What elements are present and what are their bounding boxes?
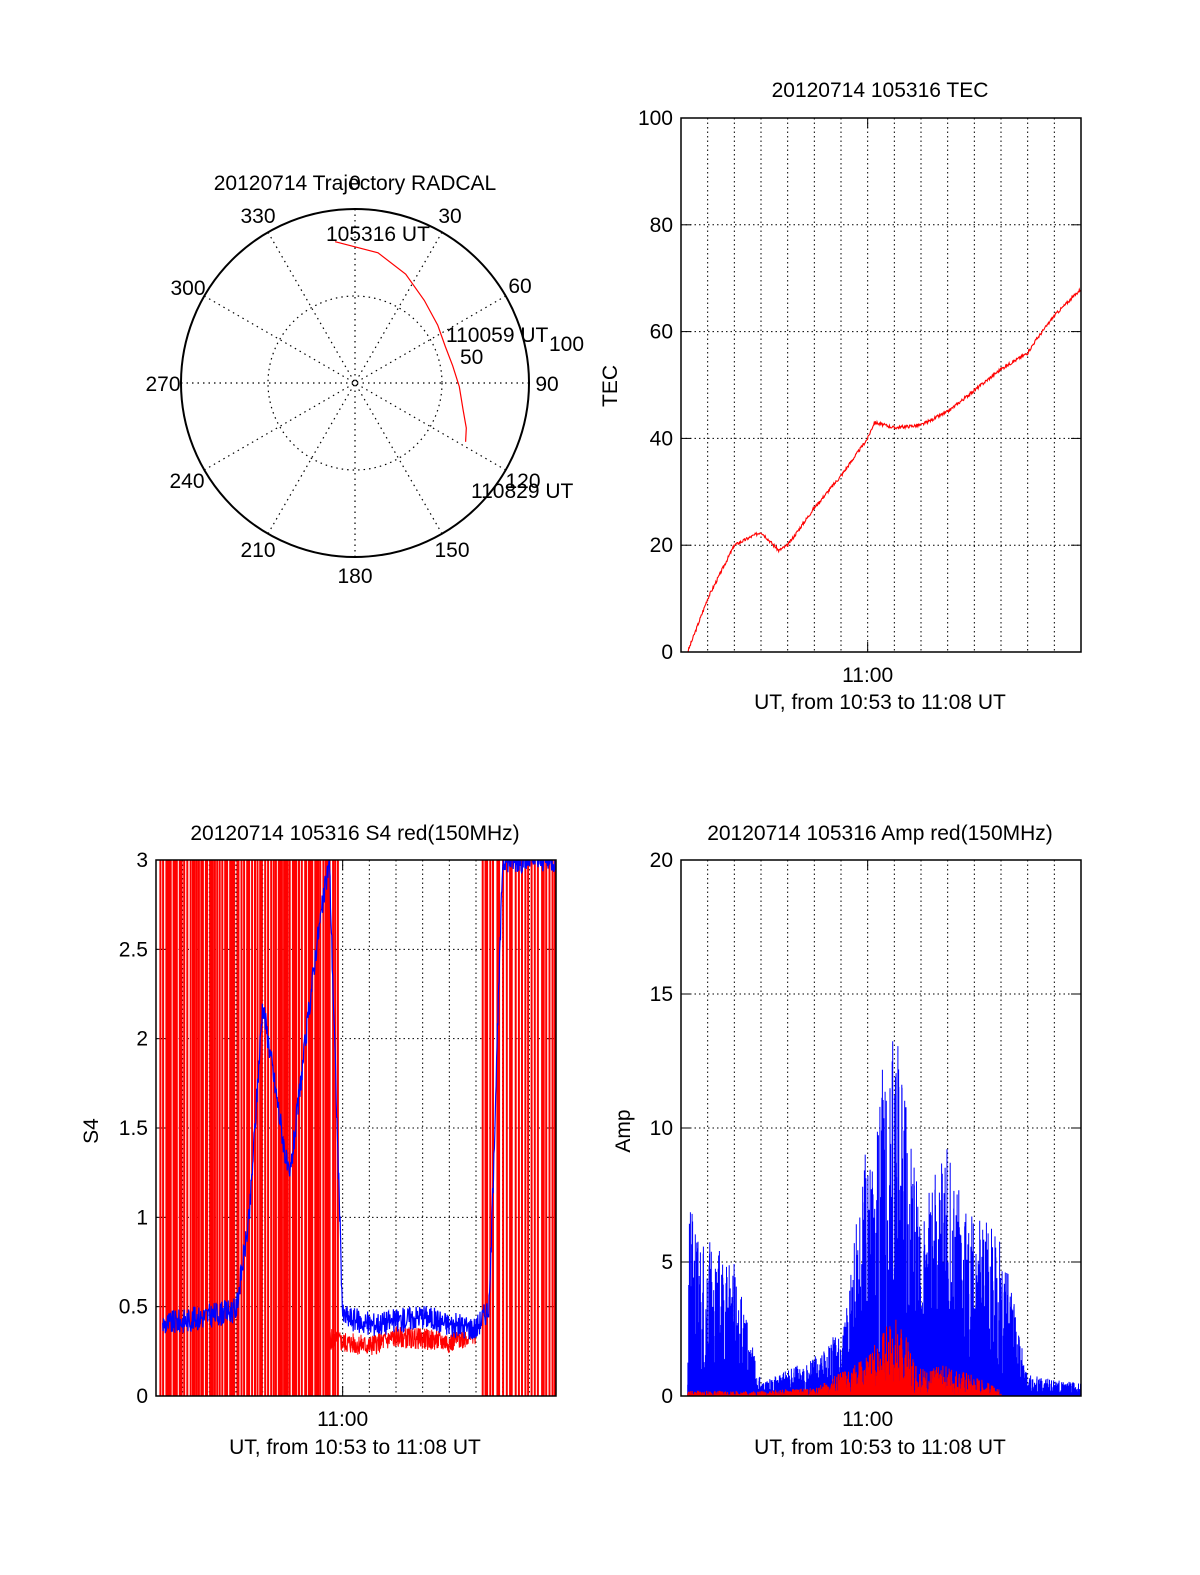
trajectory-mid-label: 110059 UT <box>446 324 549 347</box>
polar-spoke <box>267 232 443 534</box>
y-tick-label: 5 <box>661 1251 673 1274</box>
polar-angle-label: 0 <box>349 172 361 195</box>
amp-xlabel: UT, from 10:53 to 11:08 UT <box>754 1436 1006 1459</box>
amp-title: 20120714 105316 Amp red(150MHz) <box>707 822 1053 845</box>
y-tick-label: 60 <box>650 321 673 344</box>
amp-plot-area: 0 5 10 15 20 11:00 <box>650 849 1082 1431</box>
y-tick-label: 2.5 <box>119 938 148 961</box>
polar-trajectory-panel: 20120714 Trajectory RADCAL 0 30 60 90 120 150… <box>145 172 584 588</box>
y-tick-label: 20 <box>650 534 673 557</box>
polar-angle-label: 60 <box>508 275 531 298</box>
trajectory-end-label: 110829 UT <box>471 480 574 503</box>
s4-ylabel: S4 <box>80 1118 103 1144</box>
series-layer <box>159 860 556 1396</box>
y-tick-label: 100 <box>638 107 673 130</box>
plot-frame <box>155 859 557 1397</box>
polar-angle-label: 90 <box>535 373 558 396</box>
y-tick-label: 40 <box>650 427 673 450</box>
y-tick-label: 0 <box>136 1385 148 1408</box>
s4-panel: 20120714 105316 S4 red(150MHz) S4 UT, fr… <box>80 822 557 1459</box>
series-layer <box>687 287 1081 652</box>
plot-frame <box>680 117 1082 653</box>
y-tick-label: 1.5 <box>119 1117 148 1140</box>
polar-angle-label: 150 <box>434 539 469 562</box>
tec-panel: 20120714 105316 TEC TEC UT, from 10:53 t… <box>599 79 1082 714</box>
s4-plot-area: 0 0.5 1 1.5 2 2.5 3 11:00 <box>119 849 557 1431</box>
y-tick-label: 0.5 <box>119 1296 148 1319</box>
tec-xlabel: UT, from 10:53 to 11:08 UT <box>754 691 1006 714</box>
tec-title: 20120714 105316 TEC <box>772 79 989 102</box>
y-tick-label: 3 <box>136 849 148 872</box>
y-tick-label: 0 <box>661 641 673 664</box>
y-tick-label: 20 <box>650 849 673 872</box>
y-tick-label: 80 <box>650 214 673 237</box>
polar-title: 20120714 Trajectory RADCAL <box>214 172 497 195</box>
polar-angle-label: 270 <box>145 373 180 396</box>
y-tick-label: 2 <box>136 1028 148 1051</box>
s4-xlabel: UT, from 10:53 to 11:08 UT <box>229 1436 481 1459</box>
polar-inner-circle <box>267 295 443 471</box>
x-tick-label: 11:00 <box>842 664 893 687</box>
polar-radius-label: 50 <box>460 346 483 369</box>
polar-angle-label: 300 <box>170 277 205 300</box>
grid <box>681 118 1081 652</box>
tec-ylabel: TEC <box>599 365 622 407</box>
polar-angle-label: 240 <box>169 470 204 493</box>
amp-ylabel: Amp <box>612 1109 635 1152</box>
y-tick-label: 15 <box>650 983 673 1006</box>
polar-angle-label: 210 <box>240 539 275 562</box>
series-blue-line <box>162 860 556 1340</box>
amp-panel: 20120714 105316 Amp red(150MHz) Amp UT, … <box>612 822 1082 1459</box>
polar-outer-circle <box>180 208 530 558</box>
series-layer <box>687 1041 1081 1396</box>
polar-angle-labels: 0 30 60 90 120 150 180 210 240 270 300 330 50 100 <box>145 172 584 588</box>
x-tick-label: 11:00 <box>317 1408 368 1431</box>
series-red-line <box>687 287 1081 652</box>
polar-angle-label: 30 <box>438 205 461 228</box>
polar-spoke <box>267 232 443 534</box>
x-tick-label: 11:00 <box>842 1408 893 1431</box>
y-tick-label: 1 <box>136 1206 148 1229</box>
polar-grid <box>180 208 530 558</box>
s4-title: 20120714 105316 S4 red(150MHz) <box>190 822 519 845</box>
y-tick-label: 10 <box>650 1117 673 1140</box>
tec-plot-area: 0 20 40 60 80 100 11:00 <box>638 107 1082 687</box>
polar-angle-label: 180 <box>337 565 372 588</box>
trajectory-line <box>334 241 467 442</box>
polar-radius-label: 100 <box>549 333 584 356</box>
polar-trajectory-track <box>334 241 467 442</box>
series-red-line <box>328 1324 477 1356</box>
polar-angle-label: 330 <box>240 205 275 228</box>
plot-frame <box>680 859 1082 1397</box>
trajectory-start-label: 105316 UT <box>326 223 430 246</box>
polar-angle-label: 120 <box>505 470 540 493</box>
y-tick-label: 0 <box>661 1385 673 1408</box>
series-red-dropouts <box>159 860 556 1396</box>
